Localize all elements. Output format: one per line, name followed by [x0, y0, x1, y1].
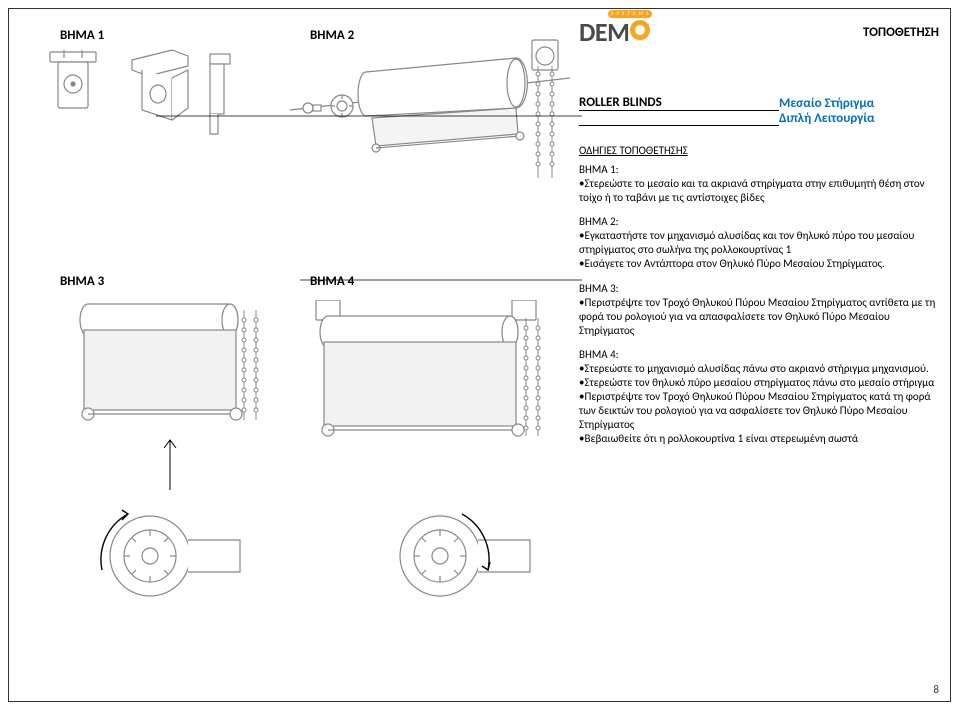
- b2-p1: •Εγκαταστήστε τον μηχανισμό αλυσίδας και…: [579, 229, 939, 257]
- b4-p3: •Περιστρέψτε τον Τροχό Θηλυκού Πύρου Μεσ…: [579, 390, 939, 432]
- subtitle-2: Διπλή Λειτουργία: [779, 111, 939, 126]
- subtitle-1: Μεσαίο Στήριγμα: [779, 96, 939, 111]
- logo-o-icon: [630, 20, 650, 40]
- b4-p1: •Στερεώστε το μηχανισμό αλυσίδας πάνω στ…: [579, 362, 939, 376]
- b4-p4: •Βεβαιωθείτε ότι η ρολλοκουρτίνα 1 είναι…: [579, 432, 939, 446]
- b1-name: ΒΗΜΑ 1:: [579, 163, 939, 177]
- page-number: 8: [933, 683, 939, 696]
- b3-p1: •Περιστρέψτε τον Τροχό Θηλυκού Πύρου Μεσ…: [579, 296, 939, 338]
- step3-diagram: [70, 300, 280, 630]
- instr-b1: ΒΗΜΑ 1: •Στερεώστε το μεσαίο και τα ακρι…: [579, 163, 939, 205]
- title-side: ΤΟΠΟΘΕΤΗΣΗ: [863, 25, 939, 40]
- step3-label: ΒΗΜΑ 3: [60, 274, 104, 289]
- instr-b3: ΒΗΜΑ 3: •Περιστρέψτε τον Τροχό Θηλυκού Π…: [579, 282, 939, 338]
- step2-diagram: [280, 38, 580, 208]
- step1-label: ΒΗΜΑ 1: [60, 28, 104, 43]
- b1-p1: •Στερεώστε το μεσαίο και τα ακριανά στηρ…: [579, 177, 939, 205]
- section-head: ΟΔΗΓΙΕΣ ΤΟΠΟΘΕΤΗΣΗΣ: [579, 144, 939, 157]
- step1-diagram: [40, 44, 260, 194]
- right-column: S Y S T E M S DEM ΤΟΠΟΘΕΤΗΣΗ ROLLER BLIN…: [579, 16, 939, 456]
- logo-tag: S Y S T E M S: [608, 10, 652, 18]
- b4-p2: •Στερεώστε τον θηλυκό πύρο μεσαίου στηρί…: [579, 376, 939, 390]
- b3-name: ΒΗΜΑ 3:: [579, 282, 939, 296]
- step4-diagram: [310, 300, 570, 630]
- b2-name: ΒΗΜΑ 2:: [579, 215, 939, 229]
- product-title: ROLLER BLINDS: [579, 95, 779, 110]
- step4-label: ΒΗΜΑ 4: [310, 274, 354, 289]
- instr-b2: ΒΗΜΑ 2: •Εγκαταστήστε τον μηχανισμό αλυσ…: [579, 215, 939, 271]
- logo-text: DEM: [579, 16, 629, 48]
- b4-name: ΒΗΜΑ 4:: [579, 348, 939, 362]
- logo: S Y S T E M S DEM: [579, 16, 650, 48]
- b2-p2: •Εισάγετε τον Αντάπτορα στον Θηλυκό Πύρο…: [579, 257, 939, 271]
- instr-b4: ΒΗΜΑ 4: •Στερεώστε το μηχανισμό αλυσίδας…: [579, 348, 939, 447]
